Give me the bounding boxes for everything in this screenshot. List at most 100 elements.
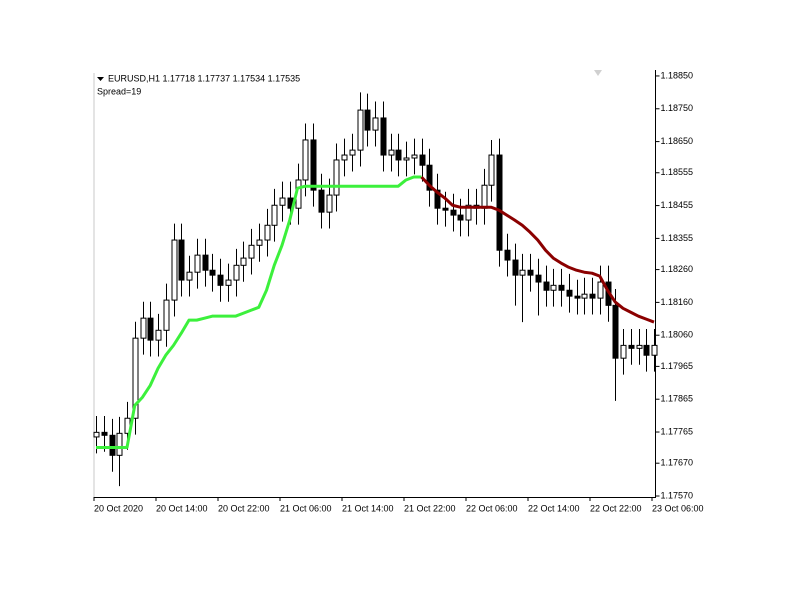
x-tick-label: 22 Oct 22:00 [590, 503, 642, 513]
y-tick-label: 1.17965 [661, 361, 694, 371]
candle-body [326, 194, 333, 213]
y-tick-label: 1.18060 [661, 330, 694, 340]
candle-body [426, 164, 433, 191]
candle-body [612, 304, 619, 359]
candle-body [380, 117, 387, 156]
candle-body [147, 317, 154, 341]
candle-body [450, 209, 457, 216]
candle-body [566, 289, 573, 297]
candle-body [465, 204, 472, 221]
candle-body [512, 259, 519, 276]
candle-body [504, 249, 511, 261]
candle-body [202, 254, 209, 271]
candle-body [302, 139, 309, 181]
x-tick-label: 21 Oct 14:00 [342, 503, 394, 513]
candle-body [271, 204, 278, 226]
x-tick-label: 20 Oct 14:00 [156, 503, 208, 513]
x-tick-label: 20 Oct 2020 [94, 503, 143, 513]
candle-body [527, 269, 534, 276]
candle-body [403, 157, 410, 161]
candle-body [651, 344, 658, 356]
candle-body [558, 284, 565, 291]
symbol-header: EURUSD,H1 1.17718 1.17737 1.17534 1.1753… [108, 73, 300, 83]
y-tick-label: 1.18160 [661, 297, 694, 307]
candle-body [581, 293, 588, 299]
candle-body [116, 432, 123, 456]
indicator-line [420, 176, 655, 324]
candle-body [372, 117, 379, 131]
candle-body [419, 154, 426, 166]
candle-body [279, 197, 286, 206]
y-tick-label: 1.18650 [661, 136, 694, 146]
candle-body [240, 257, 247, 266]
y-tick-label: 1.18455 [661, 200, 694, 210]
candle-body [636, 344, 643, 349]
candle-body [225, 279, 232, 286]
candle-body [217, 274, 224, 286]
candle-body [318, 189, 325, 213]
indicator-line [96, 175, 422, 449]
candle-body [101, 431, 108, 436]
shift-marker [594, 70, 602, 76]
candle-body [341, 154, 348, 161]
spread-label: Spread=19 [97, 86, 141, 96]
candle-body [620, 344, 627, 359]
candle-body [434, 189, 441, 209]
candle-body [457, 214, 464, 221]
x-tick-label: 20 Oct 22:00 [218, 503, 270, 513]
candle-body [93, 431, 100, 438]
candle-body [589, 293, 596, 299]
x-tick-label: 22 Oct 06:00 [466, 503, 518, 513]
y-tick-label: 1.17765 [661, 426, 694, 436]
x-tick-label: 22 Oct 14:00 [528, 503, 580, 513]
candle-body [481, 184, 488, 209]
candle-body [364, 109, 371, 131]
candle-body [186, 271, 193, 281]
candle-body [264, 224, 271, 241]
x-tick-label: 23 Oct 06:00 [652, 503, 704, 513]
candle-body [248, 244, 255, 259]
y-tick-label: 1.17865 [661, 394, 694, 404]
candle-body [628, 344, 635, 349]
candle-body [519, 269, 526, 276]
candle-body [574, 295, 581, 299]
candle-body [194, 254, 201, 273]
candle-body [357, 109, 364, 151]
y-tick-label: 1.18850 [661, 70, 694, 80]
candle-body [171, 239, 178, 301]
candle-body [209, 269, 216, 276]
candle-body [109, 434, 116, 456]
x-tick-label: 21 Oct 22:00 [404, 503, 456, 513]
candle-body [163, 299, 170, 331]
y-tick-label: 1.18355 [661, 233, 694, 243]
candle-body [395, 149, 402, 161]
y-tick-label: 1.17570 [661, 490, 694, 500]
candle-body [349, 149, 356, 156]
candle-body [550, 284, 557, 291]
candle-body [132, 337, 139, 419]
x-tick-label: 21 Oct 06:00 [280, 503, 332, 513]
candle-body [388, 149, 395, 156]
candle-body [643, 344, 650, 356]
candle-body [155, 329, 162, 341]
candle-body [310, 139, 317, 191]
candle-body [233, 264, 240, 281]
y-tick-label: 1.18555 [661, 167, 694, 177]
candle-body [543, 281, 550, 291]
y-tick-label: 1.18260 [661, 264, 694, 274]
candle-body [488, 154, 495, 186]
candle-body [597, 281, 604, 299]
y-tick-label: 1.18750 [661, 103, 694, 113]
candle-body [411, 154, 418, 159]
candle-body [535, 274, 542, 283]
candle-body [178, 239, 185, 281]
candle-body [496, 154, 503, 251]
candle-body [256, 239, 263, 246]
y-tick-label: 1.17670 [661, 458, 694, 468]
dropdown-icon [97, 77, 104, 81]
candle-body [333, 159, 340, 196]
candle-body [442, 207, 449, 211]
